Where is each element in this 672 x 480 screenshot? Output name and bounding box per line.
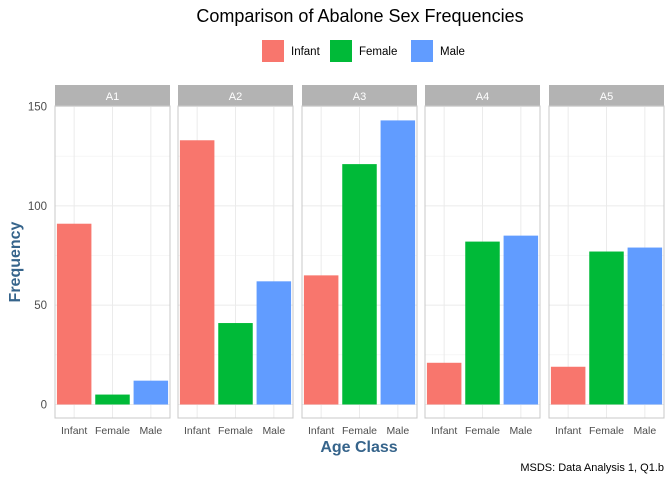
y-tick-label: 150 (28, 102, 47, 114)
y-tick-label: 0 (41, 400, 47, 412)
panel-border (301, 105, 418, 419)
legend-item-male: Male (411, 40, 465, 62)
facet-panel-a2: A2 Infant Female Male (177, 85, 294, 437)
legend-item-infant: Infant (262, 40, 321, 62)
facet-strip (302, 85, 417, 106)
bar-a1-female (95, 394, 130, 405)
legend-label: Male (440, 46, 465, 58)
bar-a2-female (218, 323, 253, 405)
legend-key-female (330, 40, 352, 62)
caption: MSDS: Data Analysis 1, Q1.b (520, 462, 664, 474)
panel-border (54, 105, 171, 419)
legend-key-male (411, 40, 433, 62)
x-tick-label: Female (465, 425, 500, 437)
bar-a3-female (342, 164, 377, 405)
x-tick-label: Infant (431, 425, 457, 437)
panel-border (424, 105, 541, 419)
legend-label: Female (359, 46, 397, 58)
x-tick-label: Female (95, 425, 130, 437)
facet-strip (55, 85, 170, 106)
panel-border (548, 105, 665, 419)
facet-panel-a3: A3 Infant Female Male (301, 85, 418, 437)
bar-a5-infant (550, 366, 586, 405)
facet-panel-a4: A4 Infant Female Male (424, 85, 541, 437)
bar-a4-male (503, 235, 539, 405)
facet-strip-label: A3 (353, 91, 366, 103)
x-tick-label: Male (633, 425, 656, 437)
bar-a1-infant (56, 223, 92, 405)
y-tick-label: 50 (34, 300, 47, 312)
facet-strip (549, 85, 664, 106)
x-tick-label: Male (386, 425, 409, 437)
facet-strip-label: A4 (476, 91, 489, 103)
bar-a5-female (589, 251, 624, 405)
y-tick-label: 100 (28, 201, 47, 213)
bar-a5-male (627, 247, 663, 405)
bar-a4-infant (426, 362, 462, 405)
x-tick-label: Male (139, 425, 162, 437)
facet-strip-label: A2 (229, 91, 242, 103)
facet-panels: A1 Infant Female Male A2 Infant Female Male A3 In… (54, 85, 665, 437)
x-tick-label: Infant (61, 425, 87, 437)
bar-a1-male (133, 380, 169, 405)
panel-border (177, 105, 294, 419)
facet-strip (425, 85, 540, 106)
bar-a2-infant (179, 140, 215, 405)
x-tick-label: Male (262, 425, 285, 437)
bar-a4-female (465, 241, 500, 405)
y-axis-title: Frequency (7, 221, 24, 302)
bar-a2-male (256, 281, 292, 405)
x-tick-label: Female (218, 425, 253, 437)
x-tick-label: Male (509, 425, 532, 437)
legend: Infant Female Male (262, 40, 465, 62)
facet-strip-label: A5 (600, 91, 613, 103)
x-tick-label: Female (342, 425, 377, 437)
bar-a3-infant (303, 275, 339, 405)
chart-title: Comparison of Abalone Sex Frequencies (196, 6, 523, 26)
facet-panel-a1: A1 Infant Female Male (54, 85, 171, 437)
legend-item-female: Female (330, 40, 397, 62)
facet-strip (178, 85, 293, 106)
x-axis-title: Age Class (320, 439, 397, 456)
legend-key-infant (262, 40, 284, 62)
x-tick-label: Infant (184, 425, 210, 437)
facet-strip-label: A1 (106, 91, 119, 103)
x-tick-label: Female (589, 425, 624, 437)
legend-label: Infant (291, 46, 321, 58)
y-axis: 0 50 100 150 (28, 102, 47, 412)
x-tick-label: Infant (308, 425, 334, 437)
x-tick-label: Infant (555, 425, 581, 437)
facet-panel-a5: A5 Infant Female Male (548, 85, 665, 437)
bar-a3-male (380, 120, 416, 405)
